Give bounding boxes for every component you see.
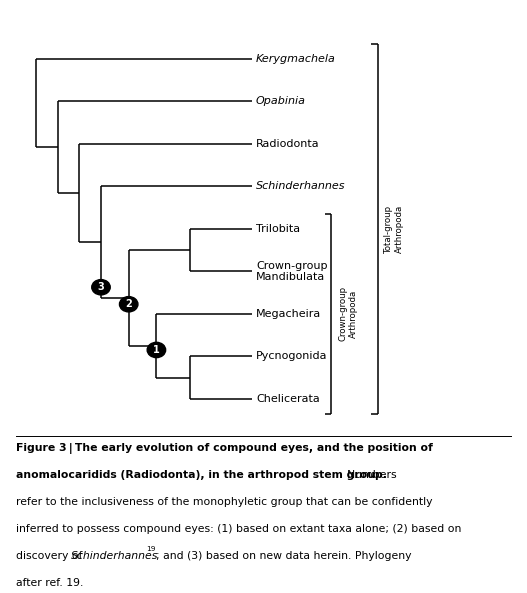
Text: Radiodonta: Radiodonta: [256, 139, 319, 149]
Text: refer to the inclusiveness of the monophyletic group that can be confidently: refer to the inclusiveness of the monoph…: [16, 498, 432, 508]
Circle shape: [120, 296, 138, 312]
Text: Pycnogonida: Pycnogonida: [256, 351, 327, 361]
Text: Numbers: Numbers: [340, 470, 397, 480]
Text: 3: 3: [97, 282, 104, 292]
Text: Chelicerata: Chelicerata: [256, 394, 320, 404]
Text: discovery of: discovery of: [16, 551, 86, 562]
Text: Total-group
Arthropoda: Total-group Arthropoda: [384, 205, 404, 253]
Text: Trilobita: Trilobita: [256, 224, 300, 234]
Text: 1: 1: [153, 345, 160, 355]
Text: Schinderhannes: Schinderhannes: [71, 551, 159, 562]
Text: anomalocaridids (Radiodonta), in the arthropod stem group.: anomalocaridids (Radiodonta), in the art…: [16, 470, 387, 480]
Text: Opabinia: Opabinia: [256, 96, 306, 106]
Text: after ref. 19.: after ref. 19.: [16, 578, 83, 588]
Text: Kerygmachela: Kerygmachela: [256, 53, 336, 63]
Text: ; and (3) based on new data herein. Phylogeny: ; and (3) based on new data herein. Phyl…: [157, 551, 412, 562]
Text: Crown-group
Mandibulata: Crown-group Mandibulata: [256, 261, 327, 282]
Text: Schinderhannes: Schinderhannes: [256, 181, 346, 191]
Circle shape: [147, 342, 165, 358]
Text: 2: 2: [125, 299, 132, 309]
Text: inferred to possess compound eyes: (1) based on extant taxa alone; (2) based on: inferred to possess compound eyes: (1) b…: [16, 524, 461, 534]
Text: 19: 19: [146, 546, 155, 552]
Text: Figure 3 | The early evolution of compound eyes, and the position of: Figure 3 | The early evolution of compou…: [16, 444, 433, 454]
Text: Megacheira: Megacheira: [256, 309, 321, 319]
Circle shape: [92, 279, 110, 295]
Text: Crown-group
Arthropoda: Crown-group Arthropoda: [338, 286, 357, 342]
